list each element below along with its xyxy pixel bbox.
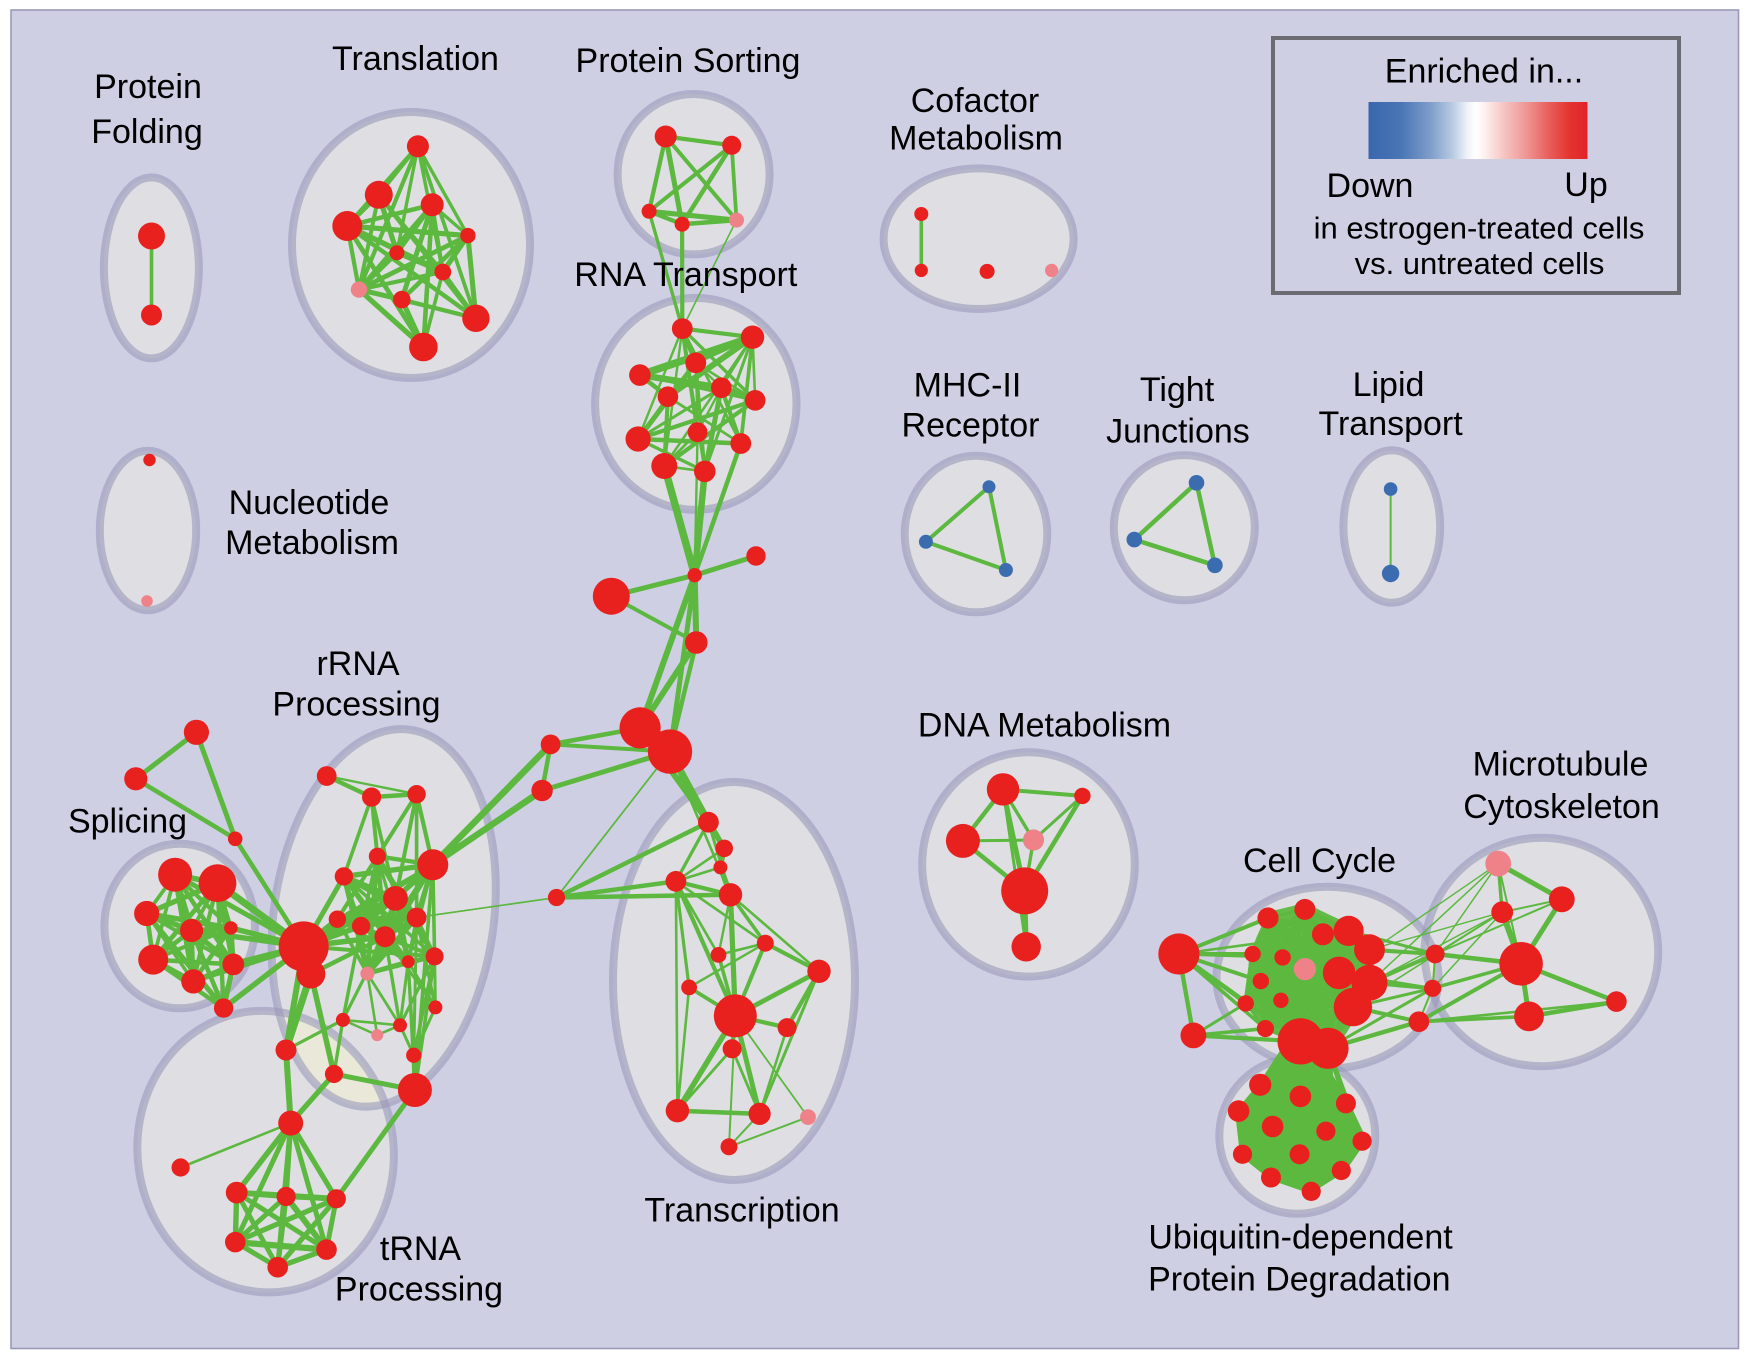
svg-text:Translation: Translation [332,40,499,78]
svg-text:Protein Degradation: Protein Degradation [1148,1261,1450,1299]
svg-text:MHC-II: MHC-II [914,367,1022,405]
svg-text:Microtubule: Microtubule [1473,746,1649,784]
svg-text:Cofactor: Cofactor [911,82,1040,120]
svg-text:Folding: Folding [91,113,203,151]
svg-text:vs. untreated cells: vs. untreated cells [1355,246,1605,281]
svg-text:Processing: Processing [272,686,440,724]
svg-text:Ubiquitin-dependent: Ubiquitin-dependent [1148,1218,1453,1256]
svg-text:Splicing: Splicing [68,803,187,841]
svg-text:rRNA: rRNA [316,645,399,683]
svg-text:Tight: Tight [1140,371,1215,409]
svg-text:Transport: Transport [1318,405,1463,443]
svg-text:Processing: Processing [335,1271,503,1309]
svg-text:tRNA: tRNA [380,1230,462,1268]
svg-text:Receptor: Receptor [902,407,1040,445]
svg-text:Nucleotide: Nucleotide [229,484,390,522]
svg-text:Protein Sorting: Protein Sorting [576,42,801,80]
svg-text:Cell Cycle: Cell Cycle [1243,842,1396,880]
svg-text:Enriched in...: Enriched in... [1385,53,1583,91]
svg-text:Cytoskeleton: Cytoskeleton [1463,788,1660,826]
svg-text:Up: Up [1564,166,1607,204]
svg-text:Down: Down [1327,167,1414,205]
svg-text:Junctions: Junctions [1106,412,1250,450]
svg-text:in estrogen-treated cells: in estrogen-treated cells [1314,211,1645,246]
svg-text:DNA Metabolism: DNA Metabolism [918,707,1171,745]
svg-text:Protein: Protein [94,68,202,106]
svg-text:Transcription: Transcription [644,1192,839,1230]
svg-text:RNA Transport: RNA Transport [574,256,798,294]
svg-text:Metabolism: Metabolism [889,120,1063,158]
svg-text:Lipid: Lipid [1353,366,1425,404]
svg-text:Metabolism: Metabolism [225,524,399,562]
